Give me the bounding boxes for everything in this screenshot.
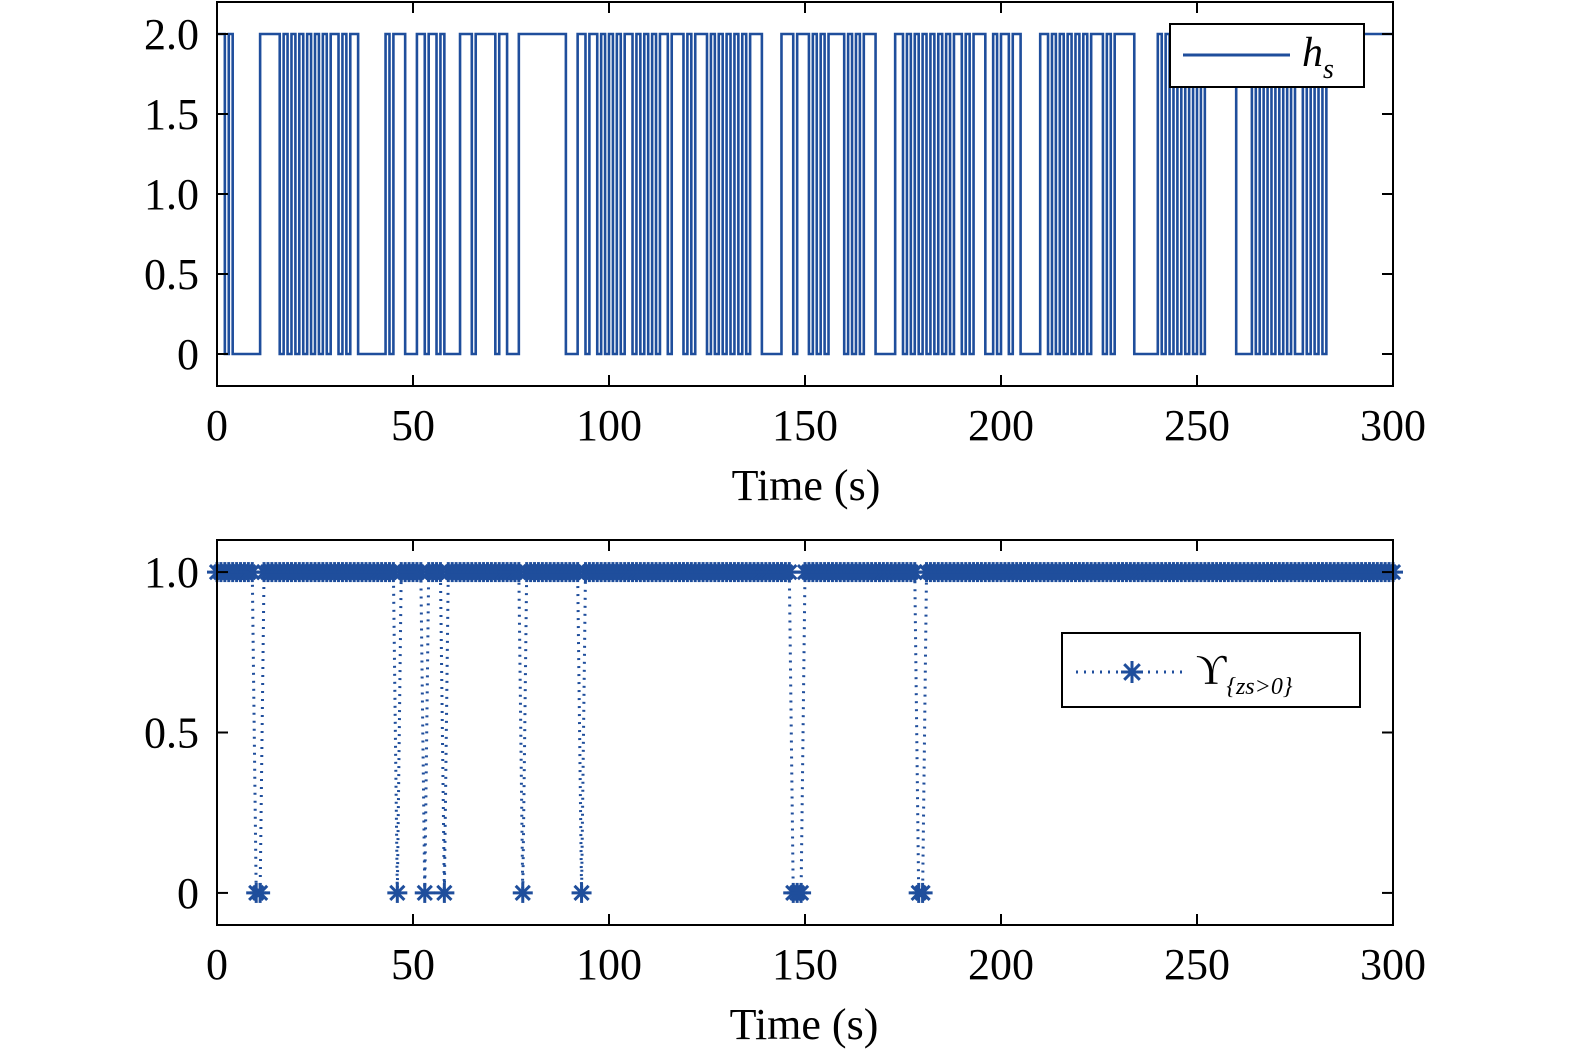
x-tick-label: 250 xyxy=(1164,940,1230,989)
series-point xyxy=(571,882,592,903)
top-chart-x-tick-labels: 0 50 100 150 200 250 300 xyxy=(206,401,1426,450)
top-chart-x-axis-title: Time (s) xyxy=(732,461,881,510)
x-tick-label: 200 xyxy=(968,401,1034,450)
y-tick-label: 0.5 xyxy=(144,709,199,758)
bottom-chart-legend: ϒ{zs>0} xyxy=(1061,632,1361,708)
x-tick-label: 150 xyxy=(772,401,838,450)
series-line-upsilon xyxy=(217,570,1393,895)
top-chart-legend: hs xyxy=(1169,23,1365,88)
series-point xyxy=(791,882,812,903)
series-point xyxy=(912,882,933,903)
bottom-chart-legend-box xyxy=(1061,632,1361,708)
x-tick-label: 100 xyxy=(576,940,642,989)
bottom-chart-legend-marker xyxy=(1121,661,1143,683)
x-tick-label: 0 xyxy=(206,401,228,450)
x-tick-label: 100 xyxy=(576,401,642,450)
bottom-chart-frame xyxy=(216,539,1394,926)
bottom-chart: 0 0.5 1.0 0 50 100 150 200 250 300 Time (s) ϒ{zs… xyxy=(144,539,1426,1049)
bottom-chart-legend-label: ϒ{zs>0} xyxy=(1196,648,1293,700)
y-tick-label: 0 xyxy=(177,869,199,918)
x-tick-label: 0 xyxy=(206,940,228,989)
x-tick-label: 150 xyxy=(772,940,838,989)
series-point xyxy=(414,882,435,903)
top-chart-series xyxy=(217,32,1393,356)
top-chart: 0 0.5 1.0 1.5 2.0 0 50 100 150 200 250 300 Time (s… xyxy=(144,1,1426,510)
series-point xyxy=(512,882,533,903)
top-chart-legend-label: hs xyxy=(1302,30,1334,85)
x-tick-label: 300 xyxy=(1360,401,1426,450)
top-chart-ticks xyxy=(216,2,1394,386)
x-tick-label: 50 xyxy=(391,940,435,989)
series-point xyxy=(242,562,263,583)
bottom-chart-series xyxy=(207,562,1403,903)
legend-asterisk-icon xyxy=(1121,661,1143,683)
x-tick-label: 300 xyxy=(1360,940,1426,989)
x-tick-label: 200 xyxy=(968,940,1034,989)
bottom-chart-x-tick-labels: 0 50 100 150 200 250 300 xyxy=(206,940,1426,989)
y-tick-label: 2.0 xyxy=(144,10,199,59)
y-tick-label: 1.0 xyxy=(144,548,199,597)
x-tick-label: 50 xyxy=(391,401,435,450)
series-point xyxy=(387,882,408,903)
series-point xyxy=(434,882,455,903)
y-tick-label: 0.5 xyxy=(144,250,199,299)
top-chart-y-tick-labels: 0 0.5 1.0 1.5 2.0 xyxy=(144,10,199,379)
x-tick-label: 250 xyxy=(1164,401,1230,450)
y-tick-label: 1.0 xyxy=(144,170,199,219)
series-point xyxy=(250,882,271,903)
bottom-chart-y-tick-labels: 0 0.5 1.0 xyxy=(144,548,199,918)
bottom-chart-x-axis-title: Time (s) xyxy=(730,1000,879,1049)
y-tick-label: 1.5 xyxy=(144,90,199,139)
series-line-h-s xyxy=(217,32,1393,356)
y-tick-label: 0 xyxy=(177,330,199,379)
bottom-chart-ticks xyxy=(216,540,1394,925)
